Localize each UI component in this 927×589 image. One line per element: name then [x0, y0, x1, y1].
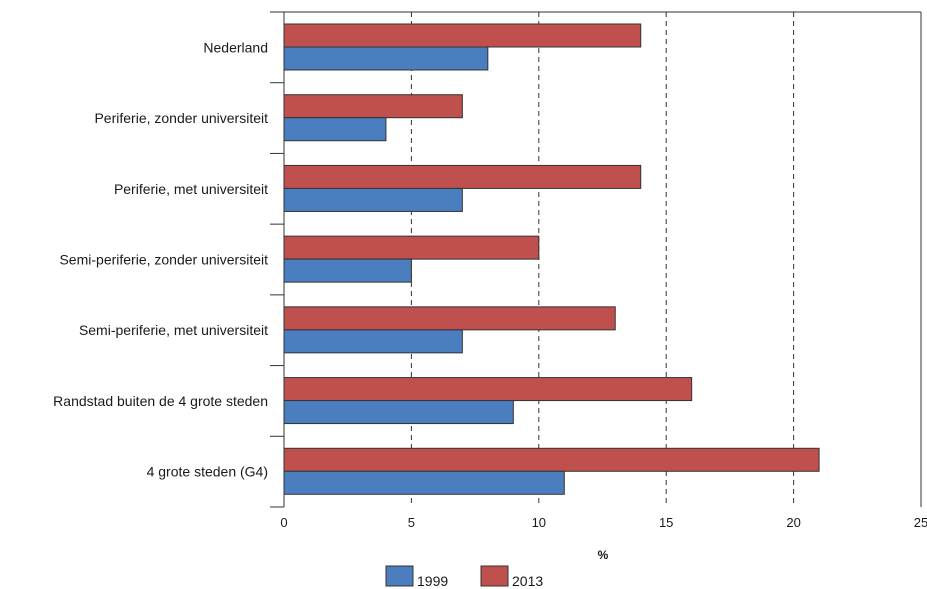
x-tick-label-5: 5: [408, 515, 415, 530]
category-label: Periferie, met universiteit: [114, 181, 268, 197]
bar-1999-0: [284, 47, 488, 70]
legend-swatch-2013: [481, 566, 508, 586]
bar-2013-1: [284, 95, 462, 118]
bar-2013-0: [284, 24, 641, 47]
x-tick-label-10: 10: [532, 515, 546, 530]
category-label: Periferie, zonder universiteit: [94, 110, 268, 126]
x-tick-label-15: 15: [659, 515, 673, 530]
category-label: Nederland: [203, 39, 268, 55]
x-tick-label-25: 25: [914, 515, 927, 530]
category-label: 4 grote steden (G4): [147, 464, 268, 480]
legend-label-2013: 2013: [512, 573, 543, 589]
bar-2013-4: [284, 307, 615, 330]
legend-label-1999: 1999: [417, 573, 448, 589]
x-axis-title: %: [598, 548, 609, 562]
bar-1999-5: [284, 401, 513, 424]
category-label: Semi-periferie, zonder universiteit: [59, 252, 268, 268]
bar-1999-2: [284, 188, 462, 211]
bar-1999-6: [284, 471, 564, 494]
legend-swatch-1999: [386, 566, 413, 586]
legend: 1999 2013: [386, 566, 543, 589]
category-labels: Nederland Periferie, zonder universiteit P…: [53, 39, 268, 479]
category-label: Semi-periferie, met universiteit: [79, 322, 268, 338]
bar-2013-5: [284, 378, 692, 401]
bar-2013-3: [284, 236, 539, 259]
bar-1999-3: [284, 259, 411, 282]
x-tick-labels: 0 5 10 15 20 25: [280, 515, 927, 530]
x-tick-label-0: 0: [280, 515, 287, 530]
x-tick-label-20: 20: [786, 515, 800, 530]
bar-2013-2: [284, 165, 641, 188]
bar-1999-4: [284, 330, 462, 353]
bar-2013-6: [284, 448, 819, 471]
category-label: Randstad buiten de 4 grote steden: [53, 393, 268, 409]
bars: [284, 24, 819, 494]
bar-1999-1: [284, 118, 386, 141]
